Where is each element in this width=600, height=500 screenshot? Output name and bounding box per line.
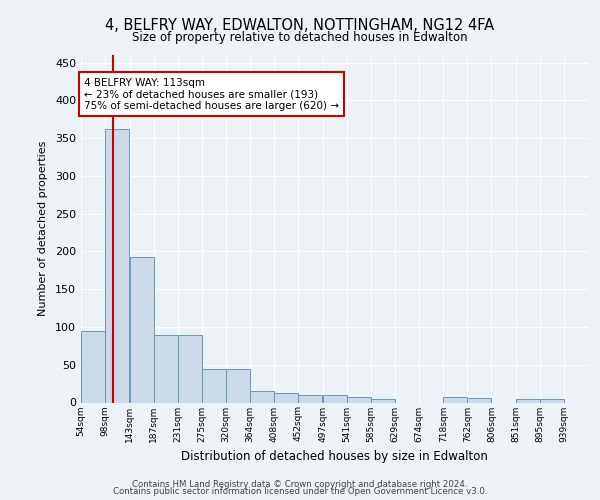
Text: Contains public sector information licensed under the Open Government Licence v3: Contains public sector information licen…	[113, 487, 487, 496]
Text: 4 BELFRY WAY: 113sqm
← 23% of detached houses are smaller (193)
75% of semi-deta: 4 BELFRY WAY: 113sqm ← 23% of detached h…	[84, 78, 339, 111]
Bar	[250, 391, 274, 402]
Bar	[81, 330, 105, 402]
Bar	[347, 397, 371, 402]
Y-axis label: Number of detached properties: Number of detached properties	[38, 141, 48, 316]
X-axis label: Distribution of detached houses by size in Edwalton: Distribution of detached houses by size …	[181, 450, 488, 463]
Bar	[202, 368, 226, 402]
Text: Contains HM Land Registry data © Crown copyright and database right 2024.: Contains HM Land Registry data © Crown c…	[132, 480, 468, 489]
Bar	[274, 394, 298, 402]
Bar	[323, 395, 347, 402]
Bar	[443, 397, 467, 402]
Bar	[540, 400, 564, 402]
Bar	[154, 334, 178, 402]
Bar	[178, 334, 202, 402]
Bar	[467, 398, 491, 402]
Bar	[516, 400, 540, 402]
Bar	[226, 368, 250, 402]
Bar	[371, 398, 395, 402]
Bar	[105, 129, 129, 402]
Text: Size of property relative to detached houses in Edwalton: Size of property relative to detached ho…	[132, 31, 468, 44]
Bar	[130, 256, 154, 402]
Bar	[298, 395, 322, 402]
Text: 4, BELFRY WAY, EDWALTON, NOTTINGHAM, NG12 4FA: 4, BELFRY WAY, EDWALTON, NOTTINGHAM, NG1…	[106, 18, 494, 32]
